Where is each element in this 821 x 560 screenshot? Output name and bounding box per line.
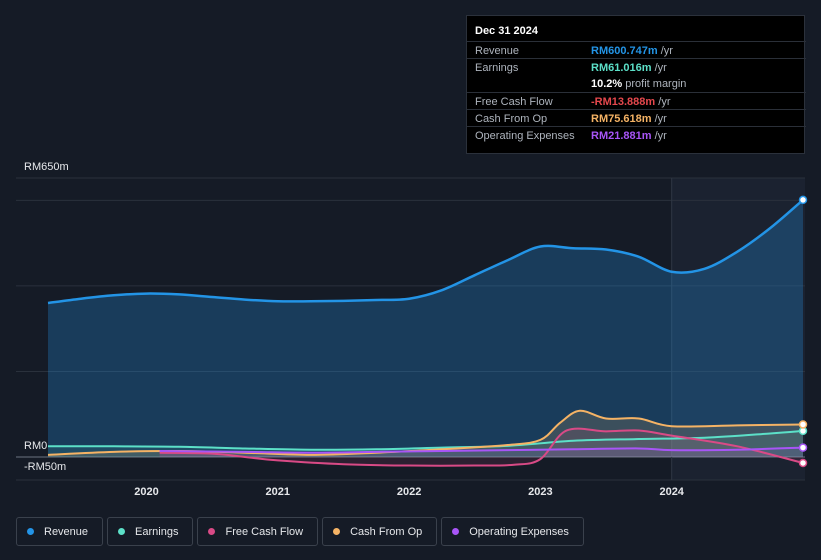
earnings-area: [48, 430, 803, 457]
legend-item-free-cash-flow[interactable]: Free Cash Flow: [197, 517, 319, 546]
legend: Revenue Earnings Free Cash Flow Cash Fro…: [16, 517, 584, 546]
tooltip-row-cfo: Cash From Op RM75.618m /yr: [467, 109, 806, 127]
legend-label: Revenue: [44, 525, 89, 538]
cash-from-op-end-point: [798, 420, 808, 429]
tooltip-value: RM21.881m /yr: [591, 130, 667, 142]
legend-item-operating-expenses[interactable]: Operating Expenses: [441, 517, 584, 546]
y-tick-label: RM650m: [24, 161, 69, 173]
x-tick-label: 2021: [266, 486, 290, 498]
legend-item-earnings[interactable]: Earnings: [107, 517, 194, 546]
free-cash-flow-dot-icon: [208, 528, 216, 535]
x-tick-label: 2020: [134, 486, 158, 498]
free-cash-flow-end-point: [798, 458, 808, 468]
y-tick-label: RM0: [24, 440, 47, 452]
tooltip-profit-margin: 10.2% profit margin: [591, 78, 687, 90]
tooltip: Dec 31 2024 Revenue RM600.747m /yr Earni…: [466, 15, 806, 154]
x-tick-label: 2022: [397, 486, 421, 498]
legend-label: Free Cash Flow: [225, 525, 304, 538]
x-tick-label: 2024: [659, 486, 684, 498]
tooltip-row-revenue: Revenue RM600.747m /yr: [467, 41, 806, 59]
revenue-area: [48, 199, 803, 457]
tooltip-label: Earnings: [475, 62, 519, 74]
chart: RM650m RM0 -RM50m 2020 2021 2022 2023 2024: [16, 161, 808, 498]
revenue-line: [47, 198, 804, 305]
tooltip-date: Dec 31 2024: [475, 25, 538, 37]
legend-label: Earnings: [135, 525, 179, 538]
earnings-dot-icon: [118, 528, 126, 535]
tooltip-label: Revenue: [475, 45, 520, 57]
tooltip-label: Cash From Op: [475, 113, 548, 125]
operating-expenses-dot-icon: [452, 528, 460, 535]
x-tick-label: 2023: [528, 486, 552, 498]
y-tick-label: -RM50m: [24, 461, 66, 473]
legend-item-cash-from-op[interactable]: Cash From Op: [322, 517, 438, 546]
tooltip-label: Free Cash Flow: [475, 96, 553, 108]
revenue-end-point: [798, 195, 808, 205]
operating-expenses-line: [159, 446, 804, 454]
tooltip-value: RM600.747m /yr: [591, 45, 673, 57]
revenue-dot-icon: [27, 528, 34, 535]
tooltip-value: RM75.618m /yr: [591, 113, 667, 125]
free-cash-flow-line: [159, 427, 804, 467]
tooltip-label: Operating Expenses: [475, 130, 575, 142]
tooltip-row-opex: Operating Expenses RM21.881m /yr: [467, 126, 806, 144]
tooltip-value: RM61.016m /yr: [591, 62, 667, 74]
cash-from-op-dot-icon: [333, 528, 341, 535]
legend-item-revenue[interactable]: Revenue: [16, 517, 104, 546]
tooltip-row-fcf: Free Cash Flow -RM13.888m /yr: [467, 92, 806, 110]
tooltip-value: -RM13.888m /yr: [591, 96, 671, 108]
cash-from-op-area: [48, 410, 803, 457]
operating-expenses-end-point: [798, 443, 808, 452]
tooltip-row-margin: 10.2% profit margin: [467, 75, 806, 92]
past-shade: [671, 178, 805, 480]
legend-label: Operating Expenses: [469, 525, 569, 538]
free-cash-flow-area: [159, 428, 803, 466]
earnings-line: [47, 429, 804, 451]
tooltip-row-earnings: Earnings RM61.016m /yr: [467, 58, 806, 76]
legend-label: Cash From Op: [350, 525, 423, 538]
